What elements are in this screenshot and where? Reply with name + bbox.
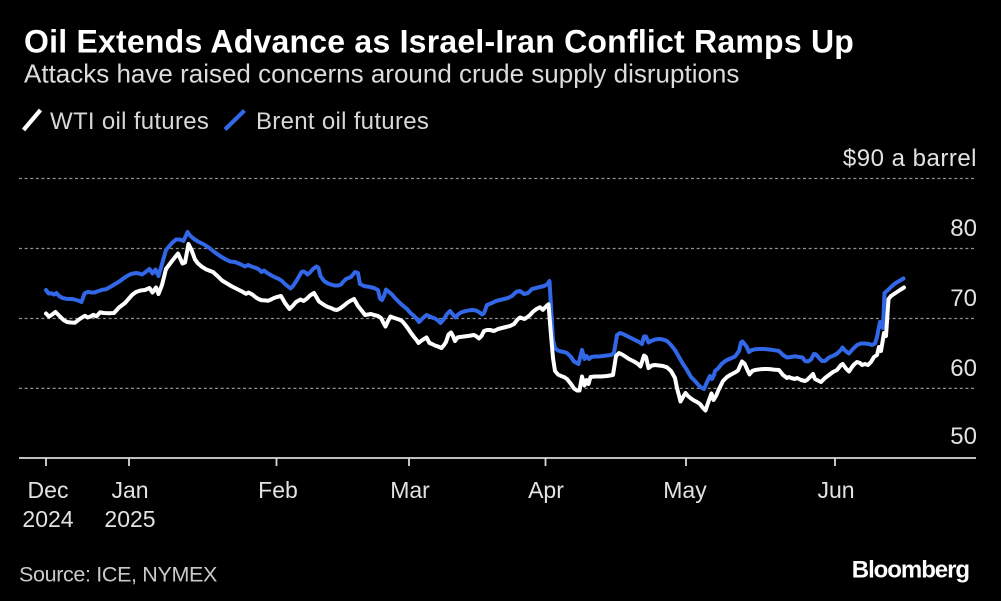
svg-text:2025: 2025 — [104, 506, 155, 532]
svg-text:Attacks have raised concerns a: Attacks have raised concerns around crud… — [24, 59, 739, 89]
svg-text:WTI oil futures: WTI oil futures — [50, 108, 209, 135]
svg-text:May: May — [663, 477, 707, 503]
svg-text:Source: ICE, NYMEX: Source: ICE, NYMEX — [19, 563, 217, 587]
svg-text:Mar: Mar — [390, 477, 430, 503]
svg-text:70: 70 — [950, 285, 977, 312]
svg-text:Jan: Jan — [111, 477, 148, 503]
svg-text:80: 80 — [950, 215, 977, 242]
svg-text:Bloomberg: Bloomberg — [852, 557, 970, 584]
svg-text:Apr: Apr — [528, 477, 564, 503]
svg-text:60: 60 — [950, 355, 977, 382]
svg-text:Oil Extends Advance as Israel-: Oil Extends Advance as Israel-Iran Confl… — [24, 24, 854, 60]
svg-text:Feb: Feb — [258, 477, 298, 503]
svg-text:2024: 2024 — [22, 506, 73, 532]
svg-text:Brent oil futures: Brent oil futures — [256, 108, 429, 135]
svg-text:$90 a barrel: $90 a barrel — [843, 145, 977, 172]
svg-text:50: 50 — [950, 423, 977, 450]
svg-text:Dec: Dec — [28, 477, 69, 503]
svg-text:Jun: Jun — [817, 477, 854, 503]
